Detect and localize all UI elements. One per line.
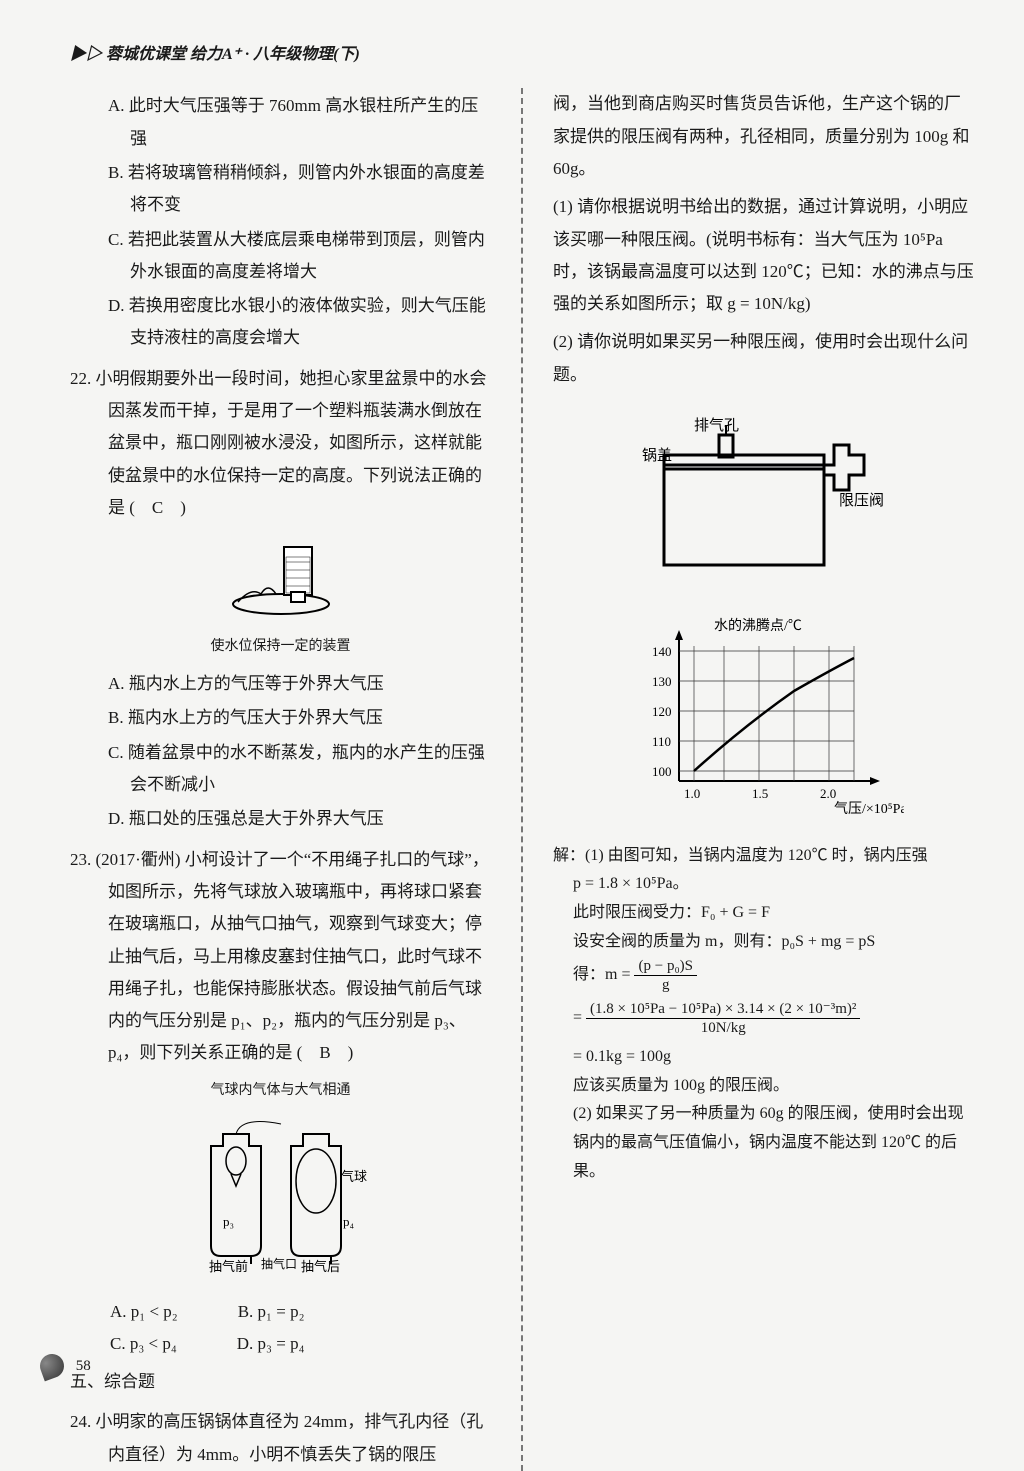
bottle-basin-icon bbox=[226, 532, 336, 622]
column-divider bbox=[521, 88, 523, 1471]
svg-text:气压/×10⁵Pa: 气压/×10⁵Pa bbox=[834, 801, 904, 816]
svg-text:120: 120 bbox=[652, 704, 672, 719]
two-column-layout: A. 此时大气压强等于 760mm 高水银柱所产生的压强 B. 若将玻璃管稍稍倾… bbox=[70, 88, 974, 1471]
q23-option-b: B. p₁ = p₂ bbox=[238, 1296, 305, 1328]
q22-option-b: B. 瓶内水上方的气压大于外界大气压 bbox=[70, 702, 491, 734]
q24-part2: (2) 请你说明如果买另一种限压阀，使用时会出现什么问题。 bbox=[553, 326, 974, 391]
svg-text:1.5: 1.5 bbox=[752, 786, 768, 801]
q21-option-c: C. 若把此装置从大楼底层乘电梯带到顶层，则管内外水银面的高度差将增大 bbox=[70, 224, 491, 289]
q23-option-d: D. p₃ = p₄ bbox=[237, 1328, 305, 1360]
sol-line-4: 设安全阀的质量为 m，则有：p₀S + mg = pS bbox=[553, 928, 974, 957]
sol-line-2: p = 1.8 × 10⁵Pa。 bbox=[553, 870, 974, 899]
q22-option-a: A. 瓶内水上方的气压等于外界大气压 bbox=[70, 668, 491, 700]
q24-part1: (1) 请你根据说明书给出的数据，通过计算说明，小明应该买哪一种限压阀。(说明书… bbox=[553, 191, 974, 320]
sol-line-7: = 0.1kg = 100g bbox=[553, 1043, 974, 1072]
svg-text:1.0: 1.0 bbox=[684, 786, 700, 801]
q23-option-c: C. p₃ < p₄ bbox=[110, 1328, 177, 1360]
q22-diagram: 使水位保持一定的装置 bbox=[70, 532, 491, 660]
q23-option-a: A. p₁ < p₂ bbox=[110, 1296, 178, 1328]
solution-block: 解：(1) 由图可知，当锅内温度为 120℃ 时，锅内压强 p = 1.8 × … bbox=[553, 842, 974, 1187]
sol-line-9: (2) 如果买了另一种质量为 60g 的限压阀，使用时会出现锅内的最高气压值偏小… bbox=[553, 1100, 974, 1186]
pressure-cooker-icon: 排气孔 锅盖 限压阀 bbox=[634, 405, 894, 585]
left-column: A. 此时大气压强等于 760mm 高水银柱所产生的压强 B. 若将玻璃管稍稍倾… bbox=[70, 88, 491, 1471]
graph-icon: 水的沸腾点/℃ 100 110 120 130 140 1.0 1.5 2.0 … bbox=[624, 616, 904, 816]
svg-text:抽气前: 抽气前 bbox=[209, 1259, 248, 1274]
sol-line-1: 解：(1) 由图可知，当锅内温度为 120℃ 时，锅内压强 bbox=[553, 842, 974, 871]
question-24: 24. 小明家的高压锅锅体直径为 24mm，排气孔内径（孔内直径）为 4mm。小… bbox=[70, 1406, 491, 1471]
pressure-cooker-diagram: 排气孔 锅盖 限压阀 bbox=[553, 399, 974, 602]
svg-text:气球: 气球 bbox=[341, 1169, 367, 1184]
right-column: 阀，当他到商店购买时售货员告诉他，生产这个锅的厂家提供的限压阀有两种，孔径相同，… bbox=[553, 88, 974, 1471]
q22-option-c: C. 随着盆景中的水不断蒸发，瓶内的水产生的压强会不断减小 bbox=[70, 737, 491, 802]
q23-options-row1: A. p₁ < p₂ B. p₁ = p₂ bbox=[70, 1296, 491, 1328]
boiling-point-graph: 水的沸腾点/℃ 100 110 120 130 140 1.0 1.5 2.0 … bbox=[553, 610, 974, 833]
svg-text:锅盖: 锅盖 bbox=[642, 447, 672, 464]
page-header: 蓉城优课堂 给力A⁺ · 八年级物理(下) bbox=[70, 40, 974, 70]
svg-text:130: 130 bbox=[652, 674, 672, 689]
svg-text:排气孔: 排气孔 bbox=[694, 417, 739, 434]
svg-text:抽气后: 抽气后 bbox=[301, 1259, 340, 1274]
sol-line-3: 此时限压阀受力：F₀ + G = F bbox=[553, 899, 974, 928]
svg-text:2.0: 2.0 bbox=[820, 786, 836, 801]
svg-text:限压阀: 限压阀 bbox=[839, 492, 884, 509]
sol-line-8: 应该买质量为 100g 的限压阀。 bbox=[553, 1072, 974, 1101]
q22-caption: 使水位保持一定的装置 bbox=[70, 634, 491, 661]
section-5-title: 五、综合题 bbox=[70, 1366, 491, 1398]
svg-text:140: 140 bbox=[652, 644, 672, 659]
svg-text:p₃: p₃ bbox=[223, 1214, 234, 1229]
balloon-bottle-icon: p₃ 抽气前 气球 p₄ 抽气后 抽气口 bbox=[191, 1106, 371, 1276]
svg-text:p₄: p₄ bbox=[343, 1214, 355, 1229]
svg-text:110: 110 bbox=[652, 734, 671, 749]
q21-option-d: D. 若换用密度比水银小的液体做实验，则大气压能支持液柱的高度会增大 bbox=[70, 290, 491, 355]
svg-text:抽气口: 抽气口 bbox=[261, 1256, 297, 1271]
page-number: 58 bbox=[40, 1352, 91, 1381]
q23-diagram: 气球内气体与大气相通 p₃ 抽气前 气球 p₄ 抽气后 bbox=[70, 1078, 491, 1288]
svg-text:100: 100 bbox=[652, 764, 672, 779]
q24-continuation: 阀，当他到商店购买时售货员告诉他，生产这个锅的厂家提供的限压阀有两种，孔径相同，… bbox=[553, 88, 974, 185]
q21-option-a: A. 此时大气压强等于 760mm 高水银柱所产生的压强 bbox=[70, 90, 491, 155]
q23-note: 气球内气体与大气相通 bbox=[70, 1078, 491, 1105]
q22-option-d: D. 瓶口处的压强总是大于外界大气压 bbox=[70, 803, 491, 835]
q23-options-row2: C. p₃ < p₄ D. p₃ = p₄ bbox=[70, 1328, 491, 1360]
sol-line-5: 得：m = (p − p₀)S g bbox=[553, 957, 974, 994]
question-22: 22. 小明假期要外出一段时间，她担心家里盆景中的水会因蒸发而干掉，于是用了一个… bbox=[70, 363, 491, 524]
svg-text:水的沸腾点/℃: 水的沸腾点/℃ bbox=[714, 617, 802, 634]
question-23: 23. (2017·衢州) 小柯设计了一个“不用绳子扎口的气球”，如图所示，先将… bbox=[70, 844, 491, 1070]
sol-line-6: = (1.8 × 10⁵Pa − 10⁵Pa) × 3.14 × (2 × 10… bbox=[553, 1000, 974, 1037]
q21-option-b: B. 若将玻璃管稍稍倾斜，则管内外水银面的高度差将不变 bbox=[70, 157, 491, 222]
